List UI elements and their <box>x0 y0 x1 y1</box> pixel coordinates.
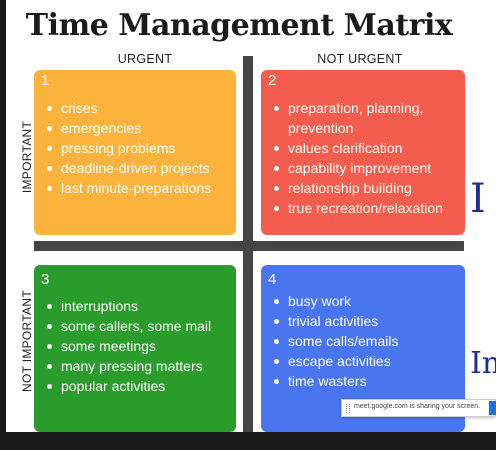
list-item: deadline-driven projects <box>44 158 211 178</box>
list-item: many pressing matters <box>44 356 211 376</box>
list-item: pressing problems <box>44 138 211 158</box>
screen-share-notice: meet.google.com is sharing your screen. <box>341 399 496 417</box>
quadrant-number: 2 <box>268 72 277 89</box>
quadrant-1: 1 crises emergencies pressing problems d… <box>34 70 236 235</box>
list-item: some callers, some mail <box>44 316 211 336</box>
stop-sharing-button[interactable] <box>489 401 496 415</box>
column-label-not-urgent: NOT URGENT <box>317 52 403 66</box>
row-label-important: IMPORTANT <box>20 120 34 194</box>
list-item: capability improvement <box>271 158 458 178</box>
column-label-urgent: URGENT <box>117 52 173 66</box>
quadrant-3: 3 interruptions some callers, some mail … <box>34 265 236 432</box>
list-item: busy work <box>271 291 398 311</box>
left-window-edge <box>0 0 6 450</box>
drag-handle-icon[interactable] <box>346 404 350 413</box>
list-item: last minute-preparations <box>44 178 211 198</box>
horizontal-divider <box>34 241 464 251</box>
quadrant-number: 3 <box>41 271 50 288</box>
side-text-fragment: I <box>470 176 486 222</box>
side-text-fragment: Im <box>470 346 496 381</box>
list-item: relationship building <box>271 178 458 198</box>
list-item: some meetings <box>44 336 211 356</box>
quadrant-items: interruptions some callers, some mail so… <box>44 296 211 396</box>
list-item: values clarification <box>271 138 458 158</box>
quadrant-items: crises emergencies pressing problems dea… <box>44 98 211 198</box>
list-item: preparation, planning, prevention <box>271 98 458 138</box>
list-item: interruptions <box>44 296 211 316</box>
row-label-not-important: NOT IMPORTANT <box>20 290 34 392</box>
quadrant-items: busy work trivial activities some calls/… <box>271 291 398 391</box>
list-item: time wasters <box>271 371 398 391</box>
bottom-window-edge <box>0 432 496 450</box>
quadrant-items: preparation, planning, prevention values… <box>271 98 458 218</box>
list-item: escape activities <box>271 351 398 371</box>
list-item: trivial activities <box>271 311 398 331</box>
list-item: some calls/emails <box>271 331 398 351</box>
quadrant-2: 2 preparation, planning, prevention valu… <box>261 70 465 235</box>
quadrant-number: 4 <box>268 271 277 288</box>
list-item: popular activities <box>44 376 211 396</box>
list-item: true recreation/relaxation <box>271 198 458 218</box>
list-item: crises <box>44 98 211 118</box>
screen-share-text: meet.google.com is sharing your screen. <box>354 403 481 410</box>
list-item: emergencies <box>44 118 211 138</box>
matrix-title: Time Management Matrix <box>25 8 453 43</box>
quadrant-number: 1 <box>41 72 50 89</box>
